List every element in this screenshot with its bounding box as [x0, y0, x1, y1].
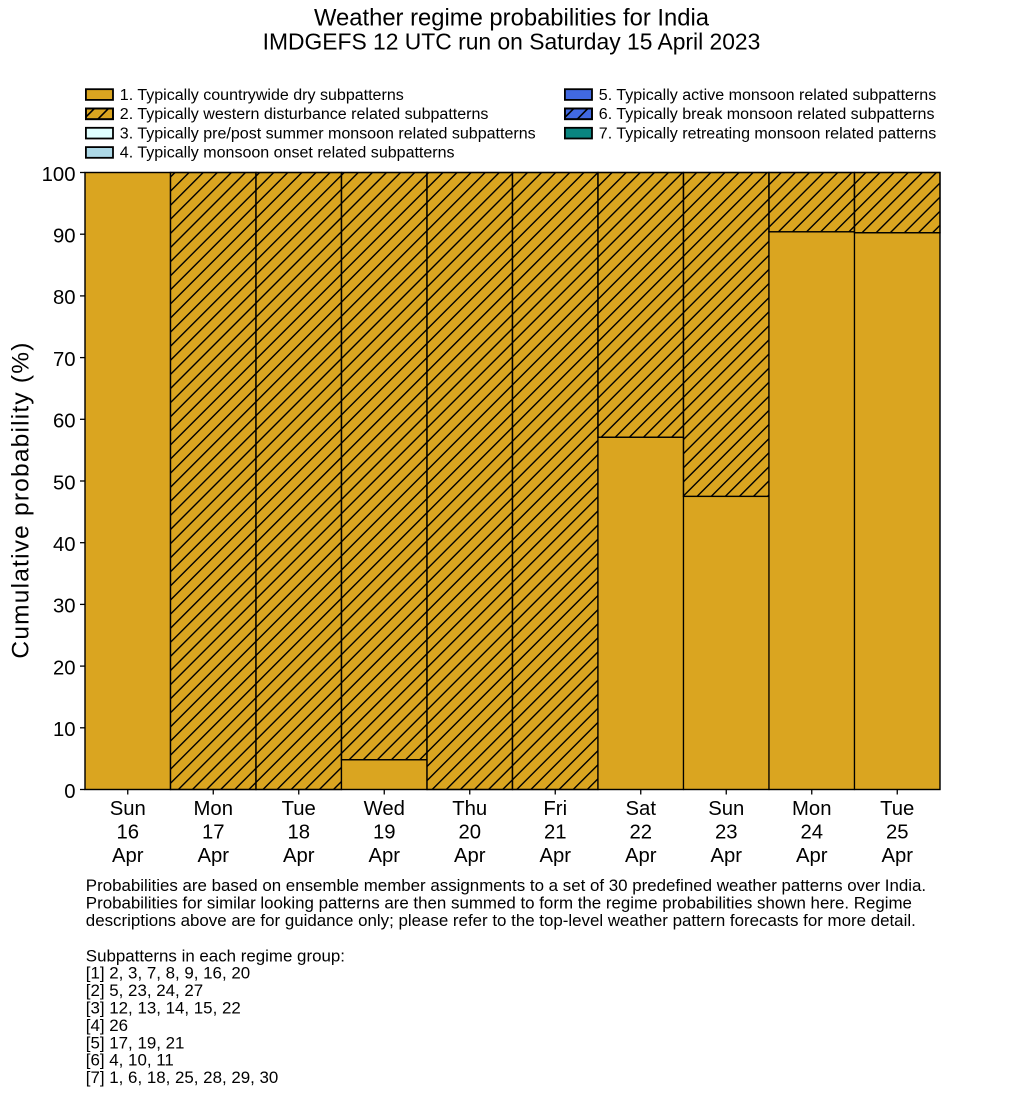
svg-text:descriptions above are for gui: descriptions above are for guidance only…	[86, 911, 916, 930]
svg-text:16: 16	[116, 822, 139, 844]
svg-text:10: 10	[53, 719, 76, 741]
svg-text:Apr: Apr	[283, 845, 315, 867]
svg-text:Probabilities are based on ens: Probabilities are based on ensemble memb…	[86, 876, 926, 895]
svg-text:5. Typically active monsoon re: 5. Typically active monsoon related subp…	[599, 86, 936, 104]
svg-text:[4] 26: [4] 26	[86, 1016, 128, 1035]
svg-text:6. Typically break monsoon rel: 6. Typically break monsoon related subpa…	[599, 105, 935, 123]
svg-text:Thu: Thu	[452, 798, 487, 820]
svg-text:30: 30	[53, 596, 76, 618]
svg-text:3. Typically pre/post summer m: 3. Typically pre/post summer monsoon rel…	[120, 124, 536, 142]
svg-text:[3] 12, 13, 14, 15, 22: [3] 12, 13, 14, 15, 22	[86, 999, 241, 1018]
svg-text:22: 22	[629, 822, 652, 844]
svg-text:1. Typically countrywide dry s: 1. Typically countrywide dry subpatterns	[120, 86, 404, 104]
svg-text:Apr: Apr	[454, 845, 486, 867]
svg-text:[5] 17, 19, 21: [5] 17, 19, 21	[86, 1033, 185, 1052]
svg-text:2. Typically western disturban: 2. Typically western disturbance related…	[120, 105, 489, 123]
svg-text:25: 25	[886, 822, 909, 844]
svg-text:Tue: Tue	[282, 798, 316, 820]
svg-text:Apr: Apr	[368, 845, 400, 867]
svg-text:90: 90	[53, 226, 76, 248]
svg-text:Cumulative probability (%): Cumulative probability (%)	[8, 341, 35, 658]
svg-text:70: 70	[53, 349, 76, 371]
svg-text:Apr: Apr	[796, 845, 828, 867]
svg-text:Sun: Sun	[708, 798, 744, 820]
svg-text:Fri: Fri	[543, 798, 567, 820]
svg-text:80: 80	[53, 287, 76, 309]
svg-text:18: 18	[287, 822, 310, 844]
svg-text:17: 17	[202, 822, 225, 844]
svg-text:20: 20	[53, 657, 76, 679]
svg-text:Apr: Apr	[625, 845, 657, 867]
svg-text:20: 20	[458, 822, 481, 844]
svg-text:4. Typically monsoon onset rel: 4. Typically monsoon onset related subpa…	[120, 144, 455, 162]
svg-text:Apr: Apr	[539, 845, 571, 867]
svg-text:60: 60	[53, 411, 76, 433]
svg-text:Probabilities for similar look: Probabilities for similar looking patter…	[86, 893, 912, 912]
svg-text:Subpatterns in each regime gro: Subpatterns in each regime group:	[86, 946, 345, 965]
svg-text:7. Typically retreating monsoo: 7. Typically retreating monsoon related …	[599, 124, 936, 142]
svg-text:40: 40	[53, 534, 76, 556]
svg-text:[2] 5, 23, 24, 27: [2] 5, 23, 24, 27	[86, 981, 203, 1000]
svg-text:Mon: Mon	[792, 798, 831, 820]
svg-text:[7] 1, 6, 18, 25, 28, 29, 30: [7] 1, 6, 18, 25, 28, 29, 30	[86, 1068, 279, 1087]
svg-text:Sun: Sun	[110, 798, 146, 820]
svg-text:Apr: Apr	[197, 845, 229, 867]
svg-text:Sat: Sat	[626, 798, 657, 820]
svg-text:Tue: Tue	[880, 798, 914, 820]
svg-text:100: 100	[42, 164, 76, 186]
svg-text:50: 50	[53, 472, 76, 494]
svg-text:Apr: Apr	[710, 845, 742, 867]
svg-text:Mon: Mon	[194, 798, 233, 820]
svg-text:23: 23	[715, 822, 738, 844]
svg-text:19: 19	[373, 822, 396, 844]
svg-text:24: 24	[800, 822, 823, 844]
svg-text:Wed: Wed	[364, 798, 405, 820]
svg-text:[1] 2, 3, 7, 8, 9, 16, 20: [1] 2, 3, 7, 8, 9, 16, 20	[86, 964, 250, 983]
svg-text:Weather regime probabilities f: Weather regime probabilities for India	[314, 4, 710, 31]
svg-text:IMDGEFS 12 UTC run on Saturday: IMDGEFS 12 UTC run on Saturday 15 April …	[263, 29, 761, 55]
svg-text:21: 21	[544, 822, 567, 844]
svg-text:[6] 4, 10, 11: [6] 4, 10, 11	[86, 1051, 174, 1070]
svg-text:0: 0	[64, 781, 75, 803]
svg-text:Apr: Apr	[112, 845, 144, 867]
svg-text:Apr: Apr	[881, 845, 913, 867]
